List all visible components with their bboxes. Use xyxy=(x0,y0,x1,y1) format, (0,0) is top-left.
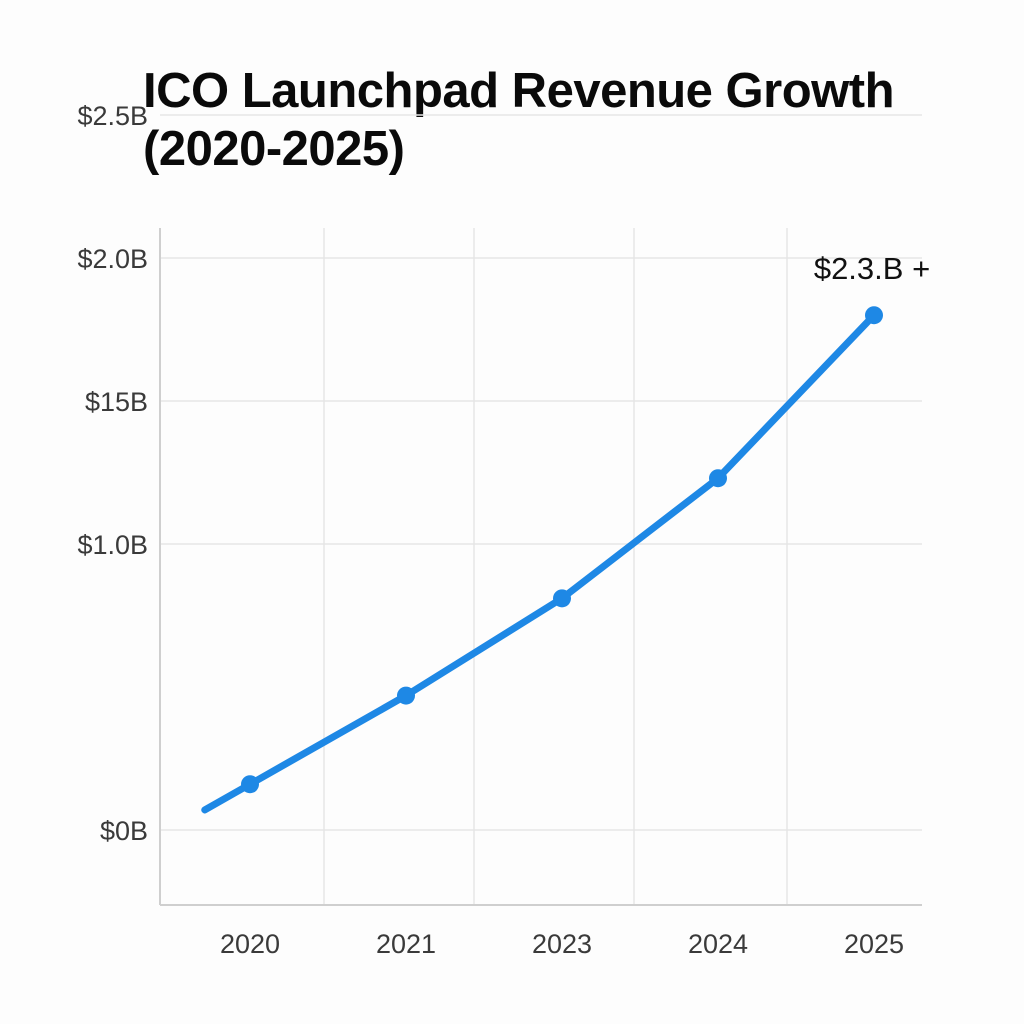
y-tick-label: $15B xyxy=(85,387,148,417)
data-point xyxy=(553,589,571,608)
data-point xyxy=(397,686,415,705)
chart-title: ICO Launchpad Revenue Growth (2020-2025) xyxy=(143,64,895,176)
y-tick-label: $2.5B xyxy=(77,101,148,131)
y-tick-label: $1.0B xyxy=(77,530,148,560)
x-tick-label: 2024 xyxy=(688,929,748,959)
y-tick-label: $2.0B xyxy=(77,244,148,274)
x-tick-label: 2023 xyxy=(532,929,592,959)
y-tick-label: $0B xyxy=(100,816,148,846)
data-point xyxy=(865,306,883,325)
grid xyxy=(160,114,922,905)
x-tick-label: 2025 xyxy=(844,929,904,959)
data-point xyxy=(241,775,259,794)
x-tick-label: 2021 xyxy=(376,929,436,959)
x-tick-label: 2020 xyxy=(220,929,280,959)
data-point xyxy=(709,469,727,488)
series-line xyxy=(201,311,878,814)
annotation-label: $2.3.B + xyxy=(814,251,930,286)
